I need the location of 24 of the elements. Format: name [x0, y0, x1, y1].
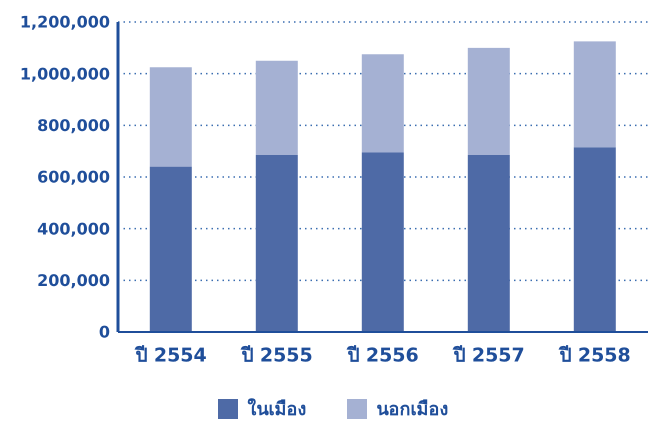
y-tick-label: 1,000,000	[20, 64, 110, 84]
y-tick-label: 600,000	[37, 168, 110, 187]
bar	[150, 67, 192, 167]
bar	[574, 41, 616, 148]
x-tick-label: ปี 2555	[240, 344, 313, 366]
x-tick-label: ปี 2554	[134, 344, 207, 366]
x-tick-label: ปี 2556	[346, 344, 419, 366]
bar	[362, 54, 404, 152]
bar	[468, 155, 510, 332]
y-tick-label: 0	[98, 322, 110, 342]
bar	[468, 48, 510, 156]
x-tick-label: ปี 2558	[558, 344, 631, 366]
bar	[150, 166, 192, 332]
y-tick-label: 800,000	[37, 116, 110, 136]
legend-label: ในเมือง	[248, 397, 306, 422]
y-tick-label: 1,200,000	[20, 12, 110, 32]
bar	[256, 155, 298, 332]
bar	[362, 152, 404, 332]
y-tick-label: 400,000	[37, 219, 110, 238]
x-tick-label: ปี 2557	[452, 344, 525, 366]
y-tick-label: 200,000	[37, 271, 110, 290]
legend-label: นอกเมือง	[376, 398, 448, 422]
bar	[256, 60, 298, 156]
bar	[574, 147, 616, 332]
